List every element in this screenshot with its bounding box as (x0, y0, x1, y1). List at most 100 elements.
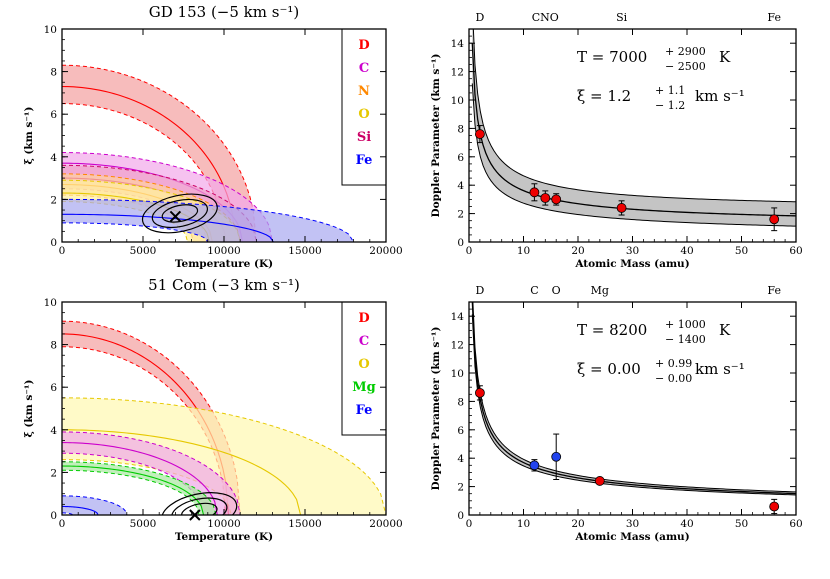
model-confidence-band (472, 29, 796, 227)
top-element-label: D (475, 284, 484, 297)
legend-entry-C: C (359, 334, 369, 349)
x-tick-label: 5000 (130, 245, 157, 257)
legend-entry-D: D (358, 38, 369, 53)
data-point (529, 187, 540, 198)
data-point (529, 460, 540, 471)
y-tick-label: 8 (50, 340, 57, 352)
y-tick-label: 10 (44, 297, 57, 309)
y-tick-label: 0 (50, 237, 57, 249)
band-upper-O (62, 397, 386, 515)
confidence-contour-3 (161, 204, 199, 223)
model-upper-curve (472, 302, 796, 493)
turbulence-upper-error: + 1.1 (655, 84, 685, 97)
model-confidence-band (472, 302, 796, 495)
temperature-annotation: T = 8200 (577, 321, 647, 339)
band-upper-Fe (62, 495, 128, 515)
band-D (62, 65, 257, 242)
turbulence-unit: km s⁻¹ (695, 87, 745, 105)
temperature-lower-error: − 2500 (665, 60, 706, 73)
top-element-label: C (530, 284, 538, 297)
x-axis-label: Atomic Mass (amu) (574, 258, 689, 270)
y-tick-label: 4 (457, 180, 464, 192)
y-tick-label: 12 (451, 340, 464, 352)
band-lower-Mg (62, 469, 200, 515)
y-tick-label: 12 (451, 67, 464, 79)
x-tick-label: 0 (466, 518, 473, 530)
x-tick-label: 0 (466, 245, 473, 257)
x-axis-label: Temperature (K) (175, 258, 273, 270)
x-tick-label: 10000 (207, 245, 240, 257)
x-tick-label: 10 (517, 245, 530, 257)
y-tick-label: 2 (50, 467, 57, 479)
model-best-curve (471, 302, 796, 495)
temperature-upper-error: + 1000 (665, 318, 706, 331)
legend-entry-Fe: Fe (356, 153, 373, 168)
y-tick-label: 6 (457, 425, 464, 437)
band-Mg (62, 461, 216, 515)
plot-frame (468, 28, 797, 243)
y-tick-label: 0 (50, 510, 57, 522)
temperature-unit: K (719, 321, 731, 339)
data-point (769, 501, 780, 512)
confidence-contour-3 (181, 502, 218, 515)
x-axis-label: Atomic Mass (amu) (574, 531, 689, 543)
x-tick-label: 60 (789, 518, 802, 530)
band-upper-D (62, 320, 241, 515)
band-center-D (62, 85, 236, 242)
chart-panel-4: D C O Mg Fe T = 8200 + 1000 − 1400 Kξ = 0.00 + 0.… (430, 284, 803, 543)
temperature-annotation: T = 7000 (577, 48, 647, 66)
legend-box (341, 28, 387, 186)
y-tick-label: 10 (451, 95, 464, 107)
plot-area (62, 320, 386, 515)
x-tick-label: 10 (517, 518, 530, 530)
plot-frame (468, 301, 797, 516)
legend-entry-Mg: Mg (352, 380, 375, 395)
x-tick-label: 30 (626, 245, 639, 257)
band-O (62, 397, 386, 515)
x-tick-label: 50 (735, 518, 748, 530)
x-tick-label: 40 (680, 245, 693, 257)
top-element-label: O (552, 284, 561, 297)
band-upper-Mg (62, 461, 217, 515)
y-tick-label: 2 (50, 194, 57, 206)
plot-frame (61, 301, 387, 516)
plot-frame (61, 28, 387, 243)
band-upper-O (62, 179, 241, 242)
x-tick-label: 5000 (130, 518, 157, 530)
chart-panel-3: DCO Mg Fe 0 5000 10000 15000 20000 0 2 4 6 8 10 Temper… (23, 276, 403, 543)
plot-area (471, 302, 796, 496)
top-element-label: Fe (767, 11, 781, 24)
band-Fe (62, 495, 127, 515)
top-element-label: Fe (767, 284, 781, 297)
best-fit-marker (169, 210, 182, 223)
confidence-contour-1 (161, 492, 238, 515)
confidence-contour-2 (171, 497, 228, 515)
top-element-label: CNO (532, 11, 559, 24)
data-point (474, 387, 485, 398)
x-tick-label: 20000 (369, 518, 402, 530)
x-tick-label: 50 (735, 245, 748, 257)
band-center-Mg (62, 465, 205, 515)
x-tick-label: 20 (571, 518, 584, 530)
x-tick-label: 30 (626, 518, 639, 530)
x-tick-label: 15000 (288, 518, 321, 530)
y-tick-label: 14 (451, 311, 465, 323)
legend-entry-Si: Si (357, 130, 371, 145)
y-tick-label: 4 (457, 453, 464, 465)
data-point (594, 476, 605, 486)
legend-entry-N: N (358, 84, 370, 99)
y-tick-label: 6 (50, 109, 57, 121)
y-axis-label: Doppler Parameter (km s⁻¹) (430, 54, 442, 218)
plot-area (471, 29, 796, 227)
band-center-Fe (62, 213, 274, 242)
top-element-label: D (475, 11, 484, 24)
y-tick-label: 10 (451, 368, 464, 380)
band-center-O (62, 429, 302, 515)
legend-entry-Fe: Fe (356, 403, 373, 418)
top-element-label: Mg (591, 284, 609, 297)
data-point (540, 193, 551, 203)
confidence-contour-1 (141, 193, 218, 234)
turbulence-annotation: ξ = 1.2 (577, 87, 631, 105)
confidence-contour-2 (151, 198, 208, 229)
